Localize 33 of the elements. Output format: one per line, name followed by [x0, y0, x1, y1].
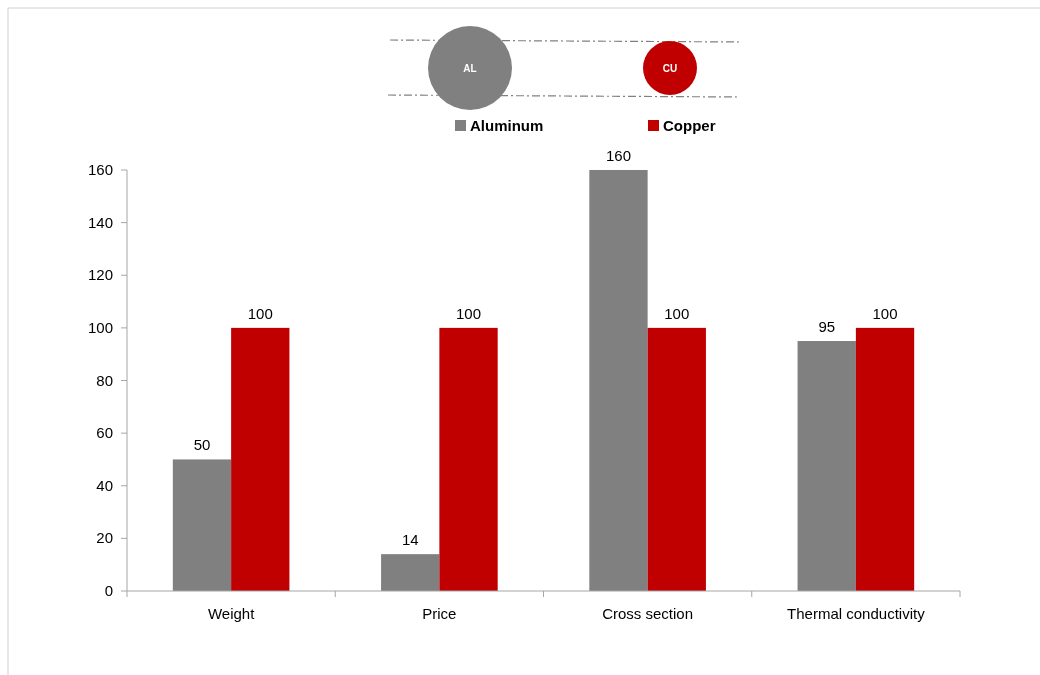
y-tick-label: 40 [96, 476, 113, 494]
y-tick-label: 140 [87, 213, 113, 231]
data-label: 95 [818, 318, 836, 336]
y-tick-label: 60 [96, 424, 113, 442]
x-tick-label: Weight [207, 605, 256, 622]
y-tick-label: 120 [87, 266, 113, 284]
legend-label: Copper [663, 117, 716, 134]
bar [381, 554, 440, 591]
data-label: 100 [872, 304, 898, 322]
bar [172, 459, 232, 591]
y-tick-label: 100 [87, 318, 113, 336]
data-label: 160 [605, 147, 631, 164]
data-label: 14 [401, 531, 419, 549]
data-label: 100 [456, 304, 482, 322]
bar [231, 327, 290, 591]
data-label: 50 [193, 436, 211, 454]
bar [855, 327, 915, 591]
y-tick-label: 80 [96, 371, 113, 389]
bar [647, 327, 706, 591]
data-label: 100 [247, 304, 273, 322]
y-tick-label: 0 [104, 582, 113, 599]
text: CU [662, 63, 678, 74]
legend-label: Aluminum [470, 117, 544, 134]
x-tick-label: Thermal conductivity [787, 605, 926, 622]
x-tick-label: Price [422, 605, 457, 622]
data-label: 100 [664, 304, 690, 322]
bar [439, 327, 498, 591]
bar [589, 170, 648, 591]
bar [797, 341, 856, 591]
y-tick-label: 20 [96, 529, 113, 547]
x-tick-label: Cross section [602, 605, 694, 622]
y-tick-label: 160 [87, 161, 113, 178]
text: AL [463, 63, 477, 74]
